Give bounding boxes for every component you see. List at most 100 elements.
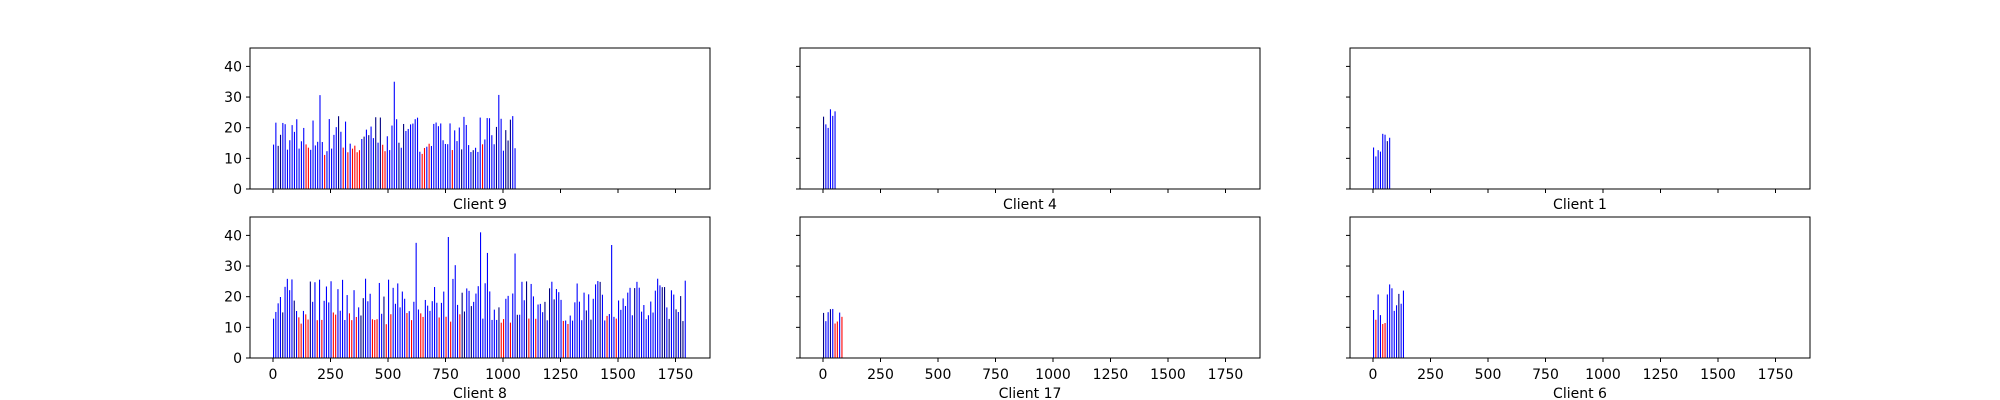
bar bbox=[319, 279, 321, 358]
bar bbox=[1393, 310, 1395, 358]
bar bbox=[553, 299, 555, 358]
bar bbox=[423, 147, 426, 189]
plot-frame bbox=[249, 47, 711, 190]
bar bbox=[834, 111, 836, 189]
bar bbox=[526, 281, 528, 358]
bar bbox=[1386, 294, 1388, 358]
bar bbox=[465, 124, 467, 189]
bar bbox=[539, 303, 541, 358]
bar bbox=[273, 318, 275, 358]
subplot-label: Client 4 bbox=[1003, 197, 1057, 213]
bar bbox=[477, 151, 479, 189]
bar bbox=[521, 281, 523, 358]
bar bbox=[1398, 293, 1400, 358]
bar bbox=[654, 290, 656, 358]
subplot-client-1: Client 1 bbox=[1346, 47, 1811, 213]
bar bbox=[595, 284, 597, 358]
bar bbox=[1389, 137, 1391, 189]
bar bbox=[431, 301, 433, 358]
y-tick-label: 40 bbox=[224, 59, 242, 75]
x-tick-label: 1000 bbox=[1035, 367, 1071, 383]
bar bbox=[323, 300, 325, 358]
bar bbox=[463, 116, 465, 189]
bar bbox=[305, 314, 307, 358]
bar bbox=[604, 320, 606, 358]
bar bbox=[1396, 305, 1398, 358]
y-tick-label: 10 bbox=[224, 151, 242, 167]
bar bbox=[342, 279, 344, 358]
bar bbox=[369, 293, 371, 358]
bar bbox=[1375, 156, 1377, 189]
bar bbox=[314, 282, 316, 358]
y-tick-label: 20 bbox=[224, 121, 242, 137]
bar bbox=[330, 281, 332, 358]
bar bbox=[353, 290, 355, 358]
bar bbox=[358, 150, 361, 189]
bar bbox=[643, 305, 645, 358]
bar bbox=[829, 309, 831, 358]
bar bbox=[458, 127, 460, 189]
bar bbox=[523, 300, 525, 358]
bar bbox=[645, 319, 647, 358]
bar bbox=[500, 322, 502, 358]
bar bbox=[324, 154, 326, 189]
bar bbox=[1384, 323, 1386, 358]
bar bbox=[565, 320, 567, 358]
bar bbox=[583, 292, 585, 358]
bar bbox=[393, 81, 395, 189]
x-tick-label: 750 bbox=[1532, 367, 1559, 383]
bar bbox=[615, 318, 617, 358]
bar bbox=[516, 314, 518, 358]
bar bbox=[488, 118, 491, 189]
bar bbox=[569, 315, 571, 358]
bar bbox=[385, 324, 387, 358]
bar bbox=[376, 319, 378, 358]
bar bbox=[606, 315, 608, 358]
bar bbox=[286, 278, 288, 358]
bar bbox=[440, 123, 442, 189]
bar bbox=[399, 307, 401, 358]
bars bbox=[823, 109, 836, 189]
bar bbox=[420, 313, 422, 358]
bar bbox=[437, 126, 439, 189]
bar bbox=[397, 283, 399, 358]
bar bbox=[279, 297, 281, 358]
bar bbox=[326, 151, 328, 189]
y-tick-label: 20 bbox=[224, 290, 242, 306]
bar bbox=[473, 301, 475, 358]
bar bbox=[590, 319, 592, 358]
bar bbox=[321, 142, 323, 189]
plot-frame bbox=[249, 216, 711, 359]
bar bbox=[450, 321, 452, 358]
bar bbox=[1389, 284, 1391, 358]
bar bbox=[443, 291, 445, 358]
bar bbox=[544, 301, 546, 358]
x-tick-label: 1750 bbox=[1208, 367, 1244, 383]
bar bbox=[535, 318, 537, 358]
bar bbox=[447, 144, 449, 189]
bar bbox=[463, 311, 465, 358]
bar bbox=[509, 322, 511, 358]
bar bbox=[484, 139, 486, 189]
bar bbox=[503, 319, 505, 358]
bar bbox=[1402, 290, 1404, 358]
y-tick-label: 30 bbox=[224, 90, 242, 106]
bar bbox=[303, 127, 305, 189]
bar bbox=[491, 319, 493, 358]
bar bbox=[680, 296, 682, 358]
bar bbox=[636, 281, 638, 358]
bar bbox=[412, 123, 414, 189]
bar bbox=[300, 141, 302, 189]
bar bbox=[389, 150, 391, 189]
bar bbox=[475, 293, 477, 358]
bar bbox=[1400, 303, 1402, 358]
bar bbox=[562, 320, 564, 358]
x-tick-label: 0 bbox=[1369, 367, 1378, 383]
bar bbox=[620, 309, 622, 358]
bar bbox=[659, 285, 661, 358]
bar bbox=[641, 311, 643, 358]
bar bbox=[351, 320, 353, 358]
bar bbox=[505, 130, 507, 189]
bar bbox=[1373, 310, 1375, 358]
x-tick-label: 1750 bbox=[658, 367, 694, 383]
